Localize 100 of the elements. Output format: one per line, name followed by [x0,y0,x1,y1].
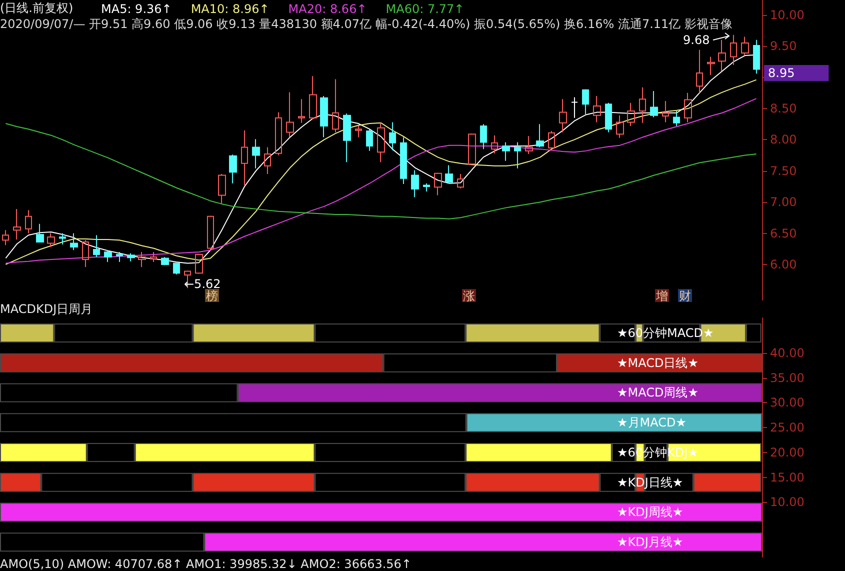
y-tick-label: ★MACD周线★ [617,386,698,400]
y2-tick-label: 20.00 [770,445,804,460]
candlestick [684,92,692,123]
candlestick [718,39,726,72]
candlestick [673,110,680,126]
y-tick-label: 8.50 [770,102,797,116]
candlestick [218,174,226,204]
candlestick [13,208,21,240]
candlestick [70,232,78,251]
candlestick [320,96,328,138]
annotation: 9.68 [683,33,710,47]
chart-title: (日线.前复权) [0,1,74,15]
candlestick [366,128,373,152]
candlestick [104,250,112,262]
annotation: 涨 [463,289,475,303]
candlestick [275,112,282,156]
candlestick [264,146,271,175]
candlestick [423,182,430,192]
candlestick [93,234,100,258]
y-tick-label: ★KDJ月线★ [617,535,684,550]
candlestick [389,122,396,151]
candlestick [639,86,646,124]
candlestick [514,142,521,169]
candlestick [411,170,419,198]
y-tick-label: 7.00 [770,195,797,210]
candlestick [207,215,214,250]
candlestick [605,102,612,133]
bar [0,502,762,522]
candlestick [559,98,567,133]
candlestick [582,88,589,115]
candlestick [741,36,749,56]
y-tick-label: 10.00 [770,8,804,22]
candlestick [286,92,294,138]
y2-tick-label: 25.00 [770,420,804,435]
candlestick [457,174,464,189]
y-tick-label: ★月MACD★ [617,416,686,430]
candlestick [116,251,123,262]
text: MA20: 8.66↑ [288,2,367,16]
y2-tick-label: 15.00 [770,470,804,484]
y2-tick-label: 30.00 [770,396,804,410]
candlestick [82,240,89,268]
candlestick [150,251,157,262]
candlestick [195,253,203,274]
candlestick [252,138,260,169]
candlestick [343,113,351,163]
text: 8.95 [768,66,795,80]
candlestick [445,164,453,184]
y-tick-label: 9.50 [770,39,797,54]
candlestick [662,100,669,123]
candlestick [355,125,362,138]
text: MA60: 7.77↑ [386,2,464,16]
candlestick [241,130,248,186]
candlestick [332,78,339,133]
candlestick [593,96,601,123]
candlestick [502,142,510,162]
candlestick [377,122,385,163]
y2-tick-label: 35.00 [770,370,804,385]
candlestick [309,76,317,120]
text: MA10: 8.96↑ [190,2,270,16]
annotation: 财 [679,289,691,303]
candlestick [298,98,305,124]
candlestick [229,154,237,184]
candlestick [138,251,146,268]
candlestick [400,136,407,184]
candlestick [59,232,66,245]
candlestick [650,90,658,118]
candlestick [525,135,533,155]
line-series [5,122,757,220]
candlestick [127,252,135,262]
candlestick [25,210,32,234]
candlestick [627,102,635,126]
candlestick [480,124,487,150]
candlestick [696,49,703,94]
candlestick [616,114,624,138]
candlestick [47,232,55,248]
candlestick [173,262,180,275]
y-tick-label: ★MACD日线★ [617,356,698,370]
y-tick-label: 6.00 [770,257,797,272]
candlestick [571,96,578,118]
candlestick [2,230,9,246]
candlestick [548,130,555,149]
candlestick [161,256,169,266]
y-tick-label: 6.50 [770,226,797,240]
y-tick-label: ★KDJ周线★ [617,505,684,520]
candlestick [434,172,442,196]
candlestick [468,132,476,166]
y-tick-label: 8.00 [770,132,797,147]
chart-title: MACDKDJ日周月 [0,302,93,316]
candlestick [707,56,715,76]
annotation: AMO(5,10) AMOW: 40707.68↑ AMO1: 39985.32↓ AMO2: 36663.56↑ [0,557,412,571]
y2-tick-label: 40.00 [770,346,804,360]
candlestick [753,39,760,74]
candlestick [36,223,44,242]
candlestick [491,134,498,154]
annotation: 榜 [206,289,218,303]
text: 2020/09/07/— 开9.51 高9.60 低9.06 收9.13 量438130 额4.07亿 幅-0.42(-4.40%) 振0.54(5.65%) 换6.16% 流通7.11亿 影视音像 [0,17,732,31]
annotation: 增 [655,289,668,303]
candlestick [536,124,544,148]
y-tick-label: 7.50 [770,164,797,178]
text: MA5: 9.36↑ [101,2,172,16]
